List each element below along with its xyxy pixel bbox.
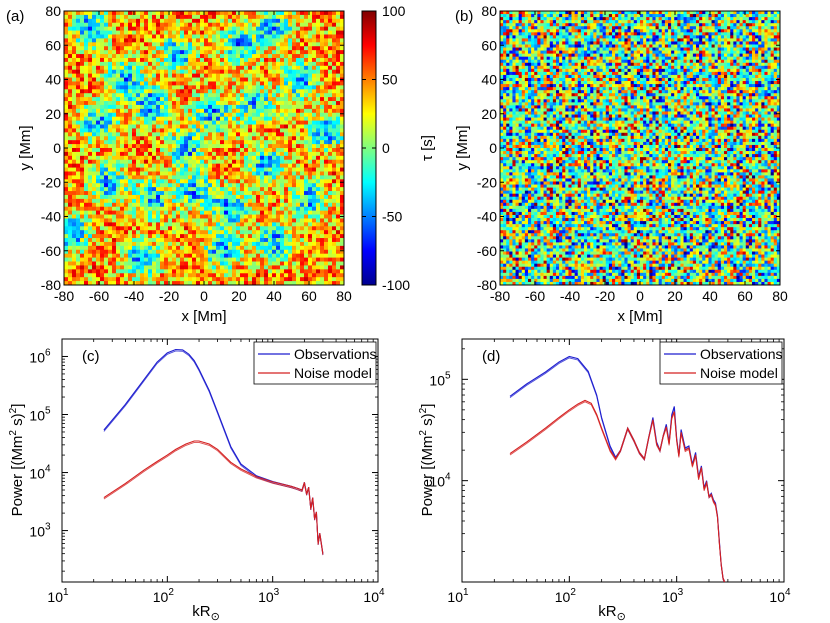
colorbar-label: τ [s]: [419, 135, 436, 161]
panel-d-axes: 101 102 103 104 104 105: [429, 339, 791, 605]
panel-c-lines: [103, 348, 324, 556]
heatmap-b-xtick-label: 40: [702, 288, 718, 304]
ylabel-a: y [Mm]: [17, 126, 34, 171]
heatmap-a-xtick-label: 20: [231, 288, 247, 304]
heatmap-b-xtick-label: 60: [737, 288, 753, 304]
heatmap-a-xtick-label: 40: [266, 288, 282, 304]
panel-c-ytick-label: 105: [29, 406, 51, 424]
heatmap-b-xtick-label: -80: [490, 288, 510, 304]
panel-d: 101 102 103 104 104 105 (d) kR⊙ Power [(Mm2 s…: [418, 338, 791, 623]
heatmap-b-ytick-label: 80: [481, 3, 497, 19]
legend-c-observations: Observations: [294, 346, 376, 362]
heatmap-a-ytick-label: 20: [45, 106, 61, 122]
panel-label-c: (c): [82, 348, 100, 365]
panel-label-d: (d): [482, 348, 500, 365]
heatmap-a-ytick-label: -80: [41, 277, 61, 293]
ylabel-b: y [Mm]: [454, 126, 471, 171]
panel-label-a: (a): [6, 8, 24, 25]
heatmap-a-xtick-label: -80: [54, 288, 74, 304]
heatmap-b-ytick-label: 20: [481, 106, 497, 122]
panel-d-series-noise-model: [509, 399, 726, 582]
xlabel-c: kR⊙: [192, 603, 220, 623]
heatmap-b-xtick-label: 0: [636, 288, 644, 304]
panel-d-xtick-label: 101: [447, 587, 469, 605]
heatmap-b-ytick-label: 40: [481, 72, 497, 88]
heatmap-b-ytick-label: -40: [477, 209, 497, 225]
heatmap-b-xtick-label: 80: [772, 288, 788, 304]
colorbar-tick-label: 100: [382, 3, 406, 19]
heatmap-a-xtick-label: 60: [301, 288, 317, 304]
heatmap-a-xtick-label: -20: [159, 288, 179, 304]
ylabel-d: Power [(Mm2 s)2]: [418, 404, 436, 517]
heatmap-b-ytick-label: -20: [477, 174, 497, 190]
heatmap-a-ytick-label: 80: [45, 3, 61, 19]
ylabel-c: Power [(Mm2 s)2]: [8, 404, 26, 517]
panel-d-xtick-label: 104: [769, 587, 791, 605]
heatmap-b-ytick-label: 60: [481, 37, 497, 53]
heatmap-a-ytick-label: -20: [41, 174, 61, 190]
colorbar-ticks: 100 50 0 -50 -100: [362, 3, 410, 293]
colorbar-tick-label: 0: [382, 140, 390, 156]
panel-c-series-noise-model: [103, 440, 324, 554]
xlabel-d: kR⊙: [598, 603, 626, 623]
panel-a: -80 -60 -40 -20 0 20 40 60 80 -80 -60 -40 -20 0 20 40 60…: [6, 3, 436, 325]
heatmap-a-cells: [64, 11, 344, 285]
panel-b: -80 -60 -40 -20 0 20 40 60 80 -80 -60 -40 -20 0 20 40 60…: [454, 3, 788, 325]
heatmap-a-xtick-label: -60: [89, 288, 109, 304]
heatmap-b-xtick-label: 20: [667, 288, 683, 304]
legend-d-observations: Observations: [700, 346, 782, 362]
panel-c-axes: 101 102 103 104 103 104 105 106: [29, 339, 385, 605]
heatmap-a-ytick-label: 60: [45, 37, 61, 53]
heatmap-b-xtick-label: -60: [525, 288, 545, 304]
panel-d-xtick-label: 103: [662, 587, 684, 605]
legend-d-noise: Noise model: [700, 365, 778, 381]
heatmap-b-ytick-label: -80: [477, 277, 497, 293]
heatmap-a-ytick-label: -60: [41, 243, 61, 259]
heatmap-a-xtick-label: 80: [336, 288, 352, 304]
xlabel-b: x [Mm]: [618, 308, 663, 325]
panel-c: 101 102 103 104 103 104 105 106 (c) kR⊙ Power […: [8, 338, 385, 623]
heatmap-a-ytick-label: -40: [41, 209, 61, 225]
panel-d-ytick-label: 105: [429, 370, 451, 388]
panel-c-xtick-label: 102: [153, 587, 175, 605]
heatmap-b-ytick-label: 0: [489, 140, 497, 156]
colorbar-tick-label: -50: [382, 209, 402, 225]
legend-c-noise: Noise model: [294, 365, 372, 381]
panel-c-xtick-label: 104: [363, 587, 385, 605]
heatmap-b-cells: [500, 11, 780, 285]
heatmap-a-axes: -80 -60 -40 -20 0 20 40 60 80 -80 -60 -40 -20 0 20 40 60…: [41, 3, 352, 304]
colorbar-tick-label: -100: [382, 277, 410, 293]
panel-c-ytick-label: 104: [29, 464, 51, 482]
heatmap-b-xtick-label: -20: [595, 288, 615, 304]
panel-d-lines: [509, 355, 726, 582]
panel-d-ytick-label: 104: [429, 472, 451, 490]
legend-c: Observations Noise model: [253, 341, 376, 385]
heatmap-b-axes: -80 -60 -40 -20 0 20 40 60 80 -80 -60 -40 -20 0 20 40 60…: [477, 3, 788, 304]
panel-label-b: (b): [455, 8, 473, 25]
heatmap-a-ytick-label: 0: [53, 140, 61, 156]
heatmap-a-ytick-label: 40: [45, 72, 61, 88]
heatmap-b-xtick-label: -40: [560, 288, 580, 304]
colorbar-tick-label: 50: [382, 72, 398, 88]
panel-c-xtick-label: 101: [47, 587, 69, 605]
legend-d: Observations Noise model: [659, 341, 782, 385]
panel-d-xtick-label: 102: [555, 587, 577, 605]
panel-c-ytick-label: 106: [29, 347, 51, 365]
xlabel-a: x [Mm]: [182, 308, 227, 325]
heatmap-a-xtick-label: -40: [124, 288, 144, 304]
panel-c-ytick-label: 103: [29, 522, 51, 540]
panel-c-xtick-label: 103: [258, 587, 280, 605]
heatmap-a-xtick-label: 0: [200, 288, 208, 304]
heatmap-b-ytick-label: -60: [477, 243, 497, 259]
